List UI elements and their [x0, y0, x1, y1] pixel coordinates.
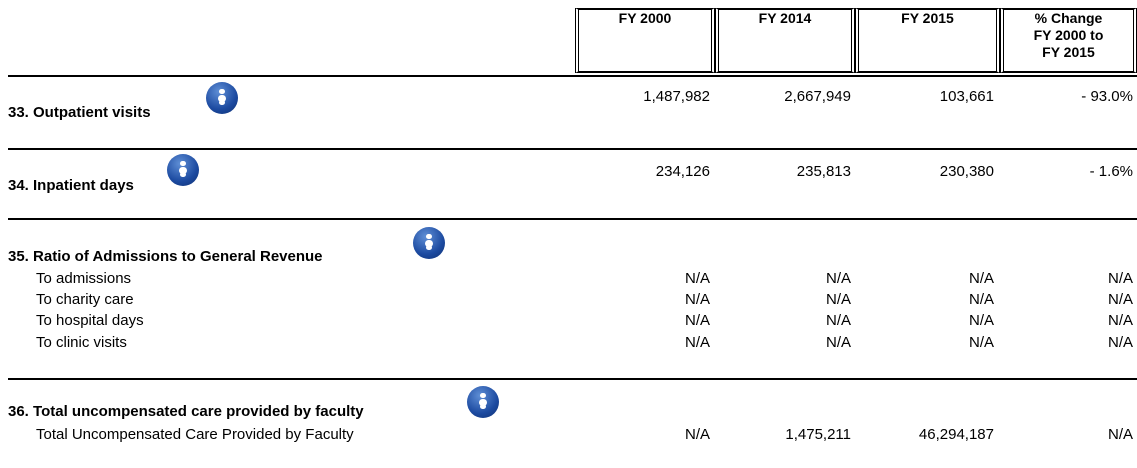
row-label: To charity care [36, 291, 134, 308]
value: 234,126 [655, 163, 710, 180]
value: N/A [825, 270, 851, 287]
info-icon [167, 154, 199, 186]
header-cell: FY 2014 [715, 8, 855, 73]
value: 235,813 [796, 163, 851, 180]
header-cell: FY 2000 [575, 8, 715, 73]
header-rule [8, 75, 1137, 77]
header-text: % Change FY 2000 to FY 2015 [1033, 10, 1104, 60]
value: 2,667,949 [784, 88, 851, 105]
value: 1,475,211 [785, 426, 851, 443]
value: N/A [1107, 270, 1133, 287]
value: - 1.6% [1089, 163, 1133, 180]
header-text: FY 2015 [901, 10, 954, 26]
header-cell: % Change FY 2000 to FY 2015 [1000, 8, 1137, 73]
section-title: 36. Total uncompensated care provided by… [8, 403, 364, 420]
value: N/A [968, 334, 994, 351]
value: N/A [684, 334, 710, 351]
value: N/A [684, 270, 710, 287]
value: N/A [1107, 291, 1133, 308]
section-title: 35. Ratio of Admissions to General Reven… [8, 248, 323, 265]
row-label: To clinic visits [36, 334, 127, 351]
value: N/A [825, 334, 851, 351]
value: N/A [1107, 334, 1133, 351]
header-text: FY 2014 [758, 10, 812, 26]
value: N/A [684, 291, 710, 308]
value: 230,380 [939, 163, 994, 180]
section-title: 34. Inpatient days [8, 177, 134, 194]
row-label: To admissions [36, 270, 132, 287]
section-rule [8, 148, 1137, 150]
value: 46,294,187 [918, 426, 994, 443]
value: N/A [1107, 312, 1133, 329]
row-label: Total Uncompensated Care Provided by Fac… [36, 426, 354, 443]
value: 103,661 [939, 88, 994, 105]
value: N/A [825, 312, 851, 329]
value: N/A [825, 291, 851, 308]
row-label: To hospital days [36, 312, 144, 329]
info-icon [206, 82, 238, 114]
info-icon [413, 227, 445, 259]
info-icon [467, 386, 499, 418]
value: N/A [684, 312, 710, 329]
value: 1,487,982 [643, 88, 710, 105]
value: N/A [968, 312, 994, 329]
value: N/A [968, 291, 994, 308]
header-text: FY 2000 [618, 10, 672, 26]
section-rule [8, 378, 1137, 380]
value: - 93.0% [1081, 88, 1133, 105]
section-rule [8, 218, 1137, 220]
value: N/A [684, 426, 710, 443]
header-cell: FY 2015 [855, 8, 1000, 73]
section-title: 33. Outpatient visits [8, 104, 151, 121]
value: N/A [968, 270, 994, 287]
value: N/A [1107, 426, 1133, 443]
